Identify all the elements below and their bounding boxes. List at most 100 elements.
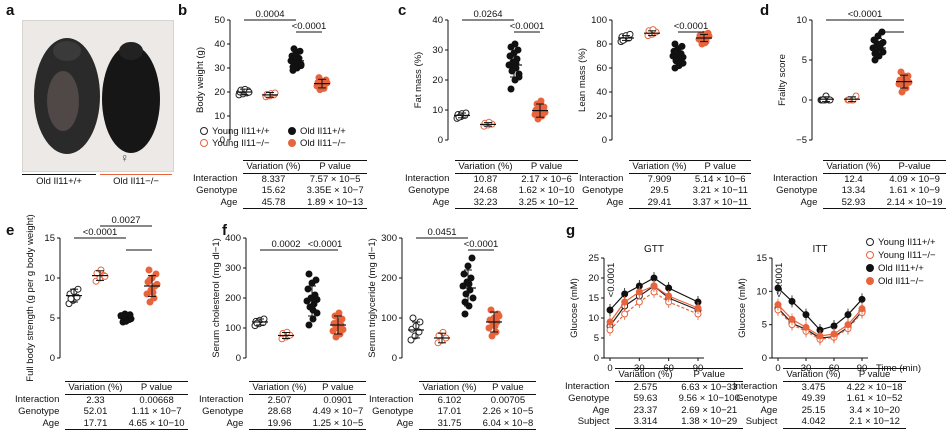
data-point-f2 (439, 328, 447, 336)
data-point-b (323, 79, 331, 87)
sig-label-d: <0.0001 (848, 9, 883, 20)
stats-cell: 31.75 (419, 417, 480, 430)
y-tick-label-b: 50 (214, 15, 225, 26)
y-tick-label-d: 5 (802, 55, 807, 66)
stats-header-empty (196, 382, 249, 395)
legend-label: Old Il11+/+ (878, 263, 924, 274)
y-tick-label-g2: 10 (756, 286, 767, 297)
data-point-g2 (816, 332, 824, 340)
stats-row-label: Genotype (736, 393, 778, 404)
sig-label-c1: 0.0264 (473, 9, 502, 20)
data-point-f2 (460, 270, 468, 278)
stats-cell: 19.96 (249, 417, 310, 430)
data-point-f1 (335, 309, 343, 317)
data-point-g1 (635, 298, 643, 306)
y-tick-label-g1: 0 (594, 353, 599, 364)
stats-cell: 3.37 × 10−11 (689, 196, 751, 209)
y-tick-label-f2: 200 (381, 273, 397, 284)
stats-header-empty (562, 369, 615, 382)
data-point-c2 (701, 39, 709, 47)
data-point-g1 (606, 318, 614, 326)
data-point-f2 (467, 274, 475, 282)
y-axis-label-f2: Serum triglyceride (mg dl−1) (367, 238, 378, 358)
stats-header-empty (576, 161, 629, 174)
stats-cell: 7.909 (647, 173, 672, 185)
data-point-f1 (305, 321, 313, 329)
stats-cell: 3.475 (801, 381, 826, 393)
stats-cell: 1.61 × 10−9 (889, 185, 940, 196)
caption-old-ko: Old Il11−/− (100, 174, 172, 187)
data-point-g1 (635, 288, 643, 296)
stats-cell: 6.63 × 10−33 (681, 381, 738, 393)
stats-row-label: Interaction (15, 394, 60, 406)
sig-label-f2: <0.0001 (464, 239, 499, 250)
sig-label-g1: <0.0001 (606, 263, 617, 298)
data-point-e (126, 311, 134, 319)
stats-row-label: Genotype (372, 406, 414, 417)
data-point-f2 (495, 312, 503, 320)
legend-label: Young Il11−/− (212, 138, 270, 149)
stats-cell: 8.337 (261, 173, 286, 185)
stats-table-g1: Variation (%) P value Interaction 2.575 6.63… (562, 368, 743, 429)
y-tick-label-c1: 0 (438, 135, 443, 146)
data-point-f1 (338, 315, 346, 323)
caption-old-ko-text: Old Il11−/− (113, 176, 159, 187)
sig-label-c2: <0.0001 (674, 21, 709, 32)
stats-cell: 0.00705 (490, 394, 526, 406)
stats-cell: 32.23 (455, 196, 516, 209)
stats-table-f2: Variation (%) P value Interaction 6.102 0.00… (366, 381, 537, 430)
data-point-g2 (774, 301, 782, 309)
data-point-d (871, 50, 879, 58)
y-tick-label-c1: 40 (432, 15, 443, 26)
stats-cell: 5.14 × 10−6 (694, 173, 746, 185)
data-point-g2 (774, 284, 782, 292)
data-point-g2 (802, 323, 810, 331)
y-tick-label-g1: 15 (588, 293, 599, 304)
stats-row-label: Age (226, 417, 244, 429)
data-point-d (897, 68, 905, 76)
y-tick-label-e: 10 (44, 273, 55, 284)
stats-row-label: Interaction (733, 381, 778, 393)
stats-header: P value (689, 160, 751, 174)
data-point-g1 (621, 298, 629, 306)
stats-header-empty (12, 382, 65, 395)
panel-label-g: g (566, 222, 576, 239)
stats-cell: 28.68 (267, 406, 292, 417)
stats-row-label: Genotype (776, 185, 818, 196)
stats-cell: 2.14 × 10−19 (883, 196, 946, 209)
stats-header: P value (479, 381, 537, 395)
data-point-e (145, 266, 153, 274)
data-point-d (904, 72, 912, 80)
stats-cell: 12.4 (844, 173, 863, 185)
panel-label-e: e (6, 222, 15, 239)
stats-row-label: Age (396, 417, 414, 429)
legend-label: Old Il11+/+ (300, 126, 346, 137)
sig-label-f2: 0.0451 (427, 227, 456, 238)
data-point-g2 (830, 330, 838, 338)
y-tick-label-d: 0 (802, 95, 807, 106)
stats-cell: 2.1 × 10−12 (843, 416, 906, 429)
stats-cell: 10.87 (473, 173, 498, 185)
sig-label-f1: 0.0002 (271, 239, 300, 250)
data-point-c2 (679, 53, 687, 61)
legend-marker (866, 277, 874, 286)
stats-cell: 1.61 × 10−52 (846, 393, 903, 404)
stats-header: Variation (%) (249, 381, 310, 395)
sig-label-b: <0.0001 (292, 21, 327, 32)
y-tick-label-b: 20 (214, 87, 225, 98)
data-point-c2 (649, 26, 657, 34)
chart-title-g2: ITT (813, 244, 828, 255)
stats-cell: 6.04 × 10−8 (479, 417, 537, 430)
data-point-e (67, 295, 75, 303)
data-point-f1 (312, 276, 320, 284)
legend-item: Old Il11−/− (288, 138, 346, 149)
stats-row-label: Age (606, 196, 624, 208)
panel-label-f: f (222, 222, 227, 239)
stats-row-label: Interaction (773, 173, 818, 185)
panel-label-c: c (398, 2, 407, 19)
sig-label-e: 0.0027 (111, 215, 140, 226)
stats-cell: 0.00668 (139, 394, 174, 406)
y-tick-label-g2: 5 (762, 320, 767, 331)
stats-header: P value (675, 368, 743, 382)
stats-row-label: Age (592, 404, 610, 416)
